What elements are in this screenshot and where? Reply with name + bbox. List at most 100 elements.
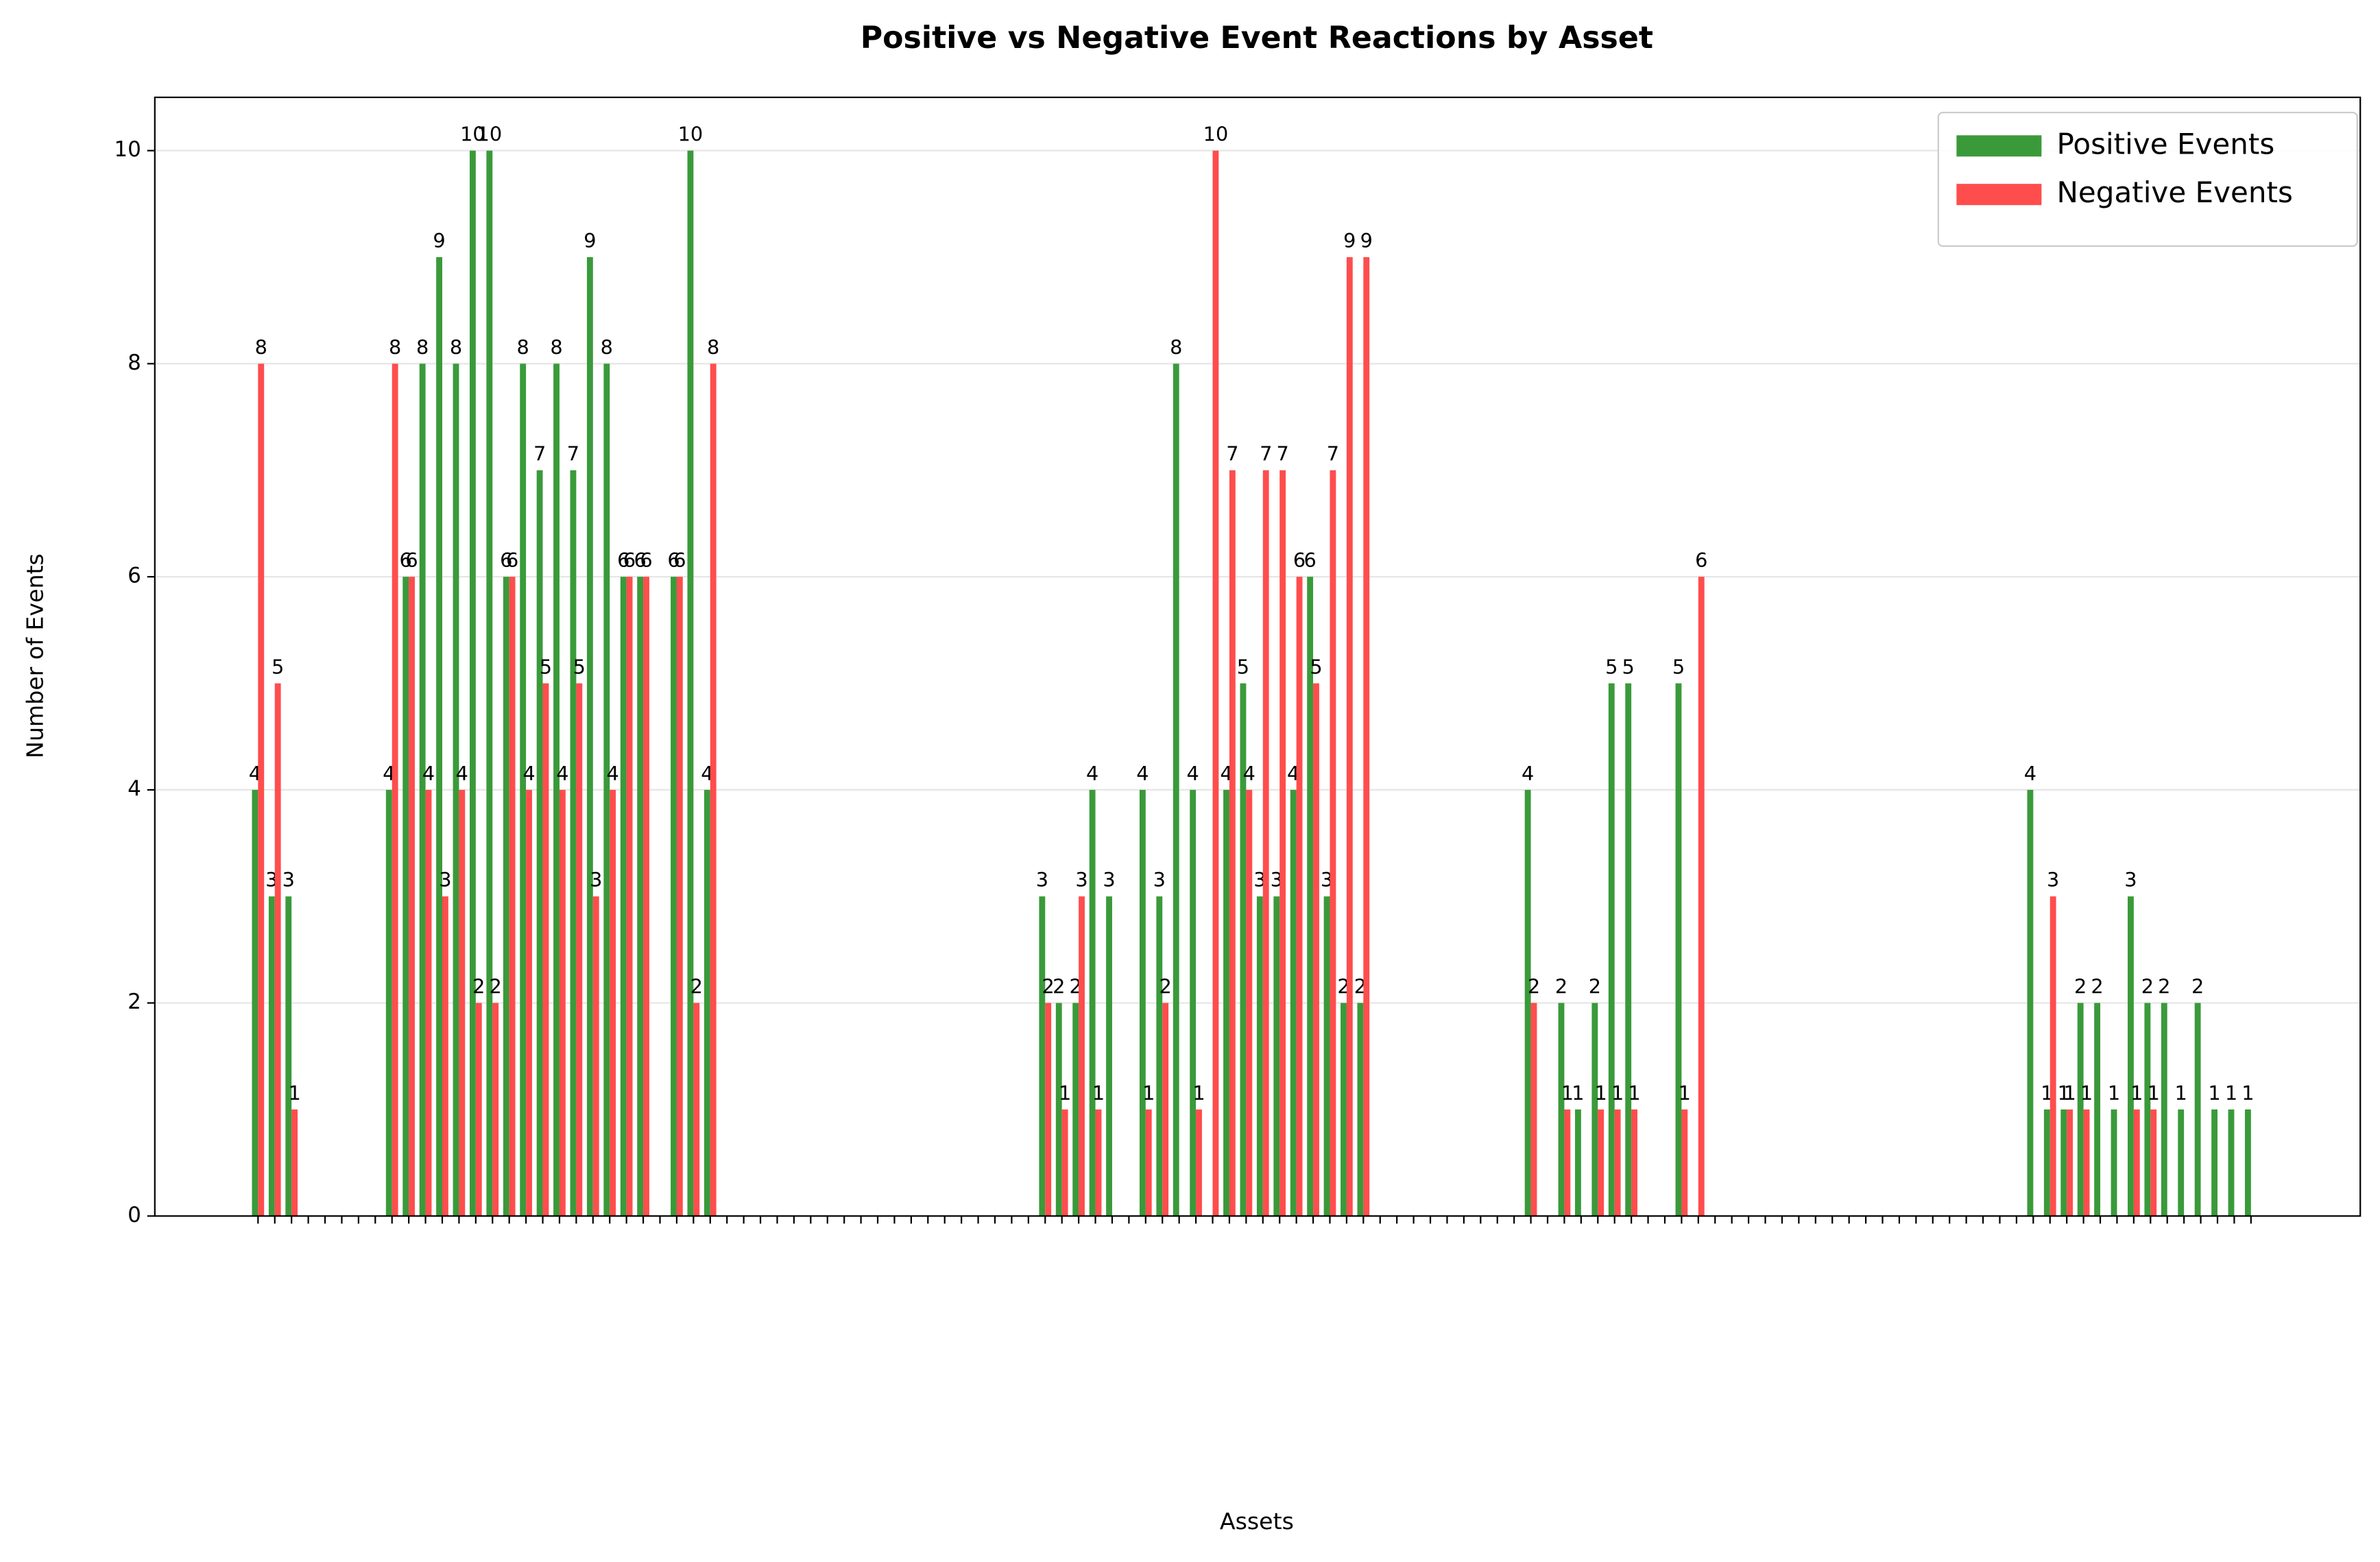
bar: [1323, 896, 1330, 1216]
bar-value-label: 1: [2058, 1081, 2070, 1105]
bar-value-label: 2: [1159, 975, 1172, 998]
bar-value-label: 1: [1611, 1081, 1624, 1105]
bar: [392, 363, 398, 1216]
bar: [1346, 257, 1353, 1216]
bar: [526, 789, 532, 1216]
bar: [291, 1109, 298, 1216]
bar: [1313, 683, 1319, 1216]
bar-value-label: 8: [1170, 335, 1182, 359]
bar: [2111, 1109, 2117, 1216]
bar: [1558, 1002, 1565, 1216]
bar-value-label: 1: [2080, 1081, 2093, 1105]
bar: [1273, 896, 1280, 1216]
bar-value-label: 7: [1276, 442, 1288, 466]
bar: [676, 577, 683, 1216]
bar: [409, 577, 415, 1216]
y-tick-label: 8: [128, 350, 141, 375]
bar-value-label: 1: [1142, 1081, 1155, 1105]
bar: [1363, 257, 1370, 1216]
bar: [453, 363, 459, 1216]
bar: [419, 363, 426, 1216]
bar: [509, 577, 516, 1216]
bar-value-label: 2: [690, 975, 703, 998]
bar-value-label: 1: [1572, 1081, 1584, 1105]
bar-value-label: 6: [673, 549, 686, 572]
bar: [1530, 1002, 1537, 1216]
bar-value-label: 1: [2225, 1081, 2237, 1105]
bar-value-label: 1: [1092, 1081, 1105, 1105]
bar-value-label: 2: [2158, 975, 2170, 998]
bar: [1190, 789, 1197, 1216]
bar-value-label: 3: [283, 868, 295, 891]
y-tick-label: 6: [128, 564, 141, 588]
bar-value-label: 6: [667, 549, 680, 572]
bar: [1106, 896, 1112, 1216]
bar-value-label: 8: [601, 335, 613, 359]
y-tick-label: 4: [128, 776, 141, 801]
bar-value-label: 2: [1589, 975, 1601, 998]
bar: [1256, 896, 1263, 1216]
bar: [402, 577, 409, 1216]
bar-value-label: 3: [2124, 868, 2137, 891]
bar-value-label: 5: [1310, 655, 1322, 678]
bar-value-label: 4: [1136, 762, 1149, 785]
bar-value-label: 9: [1343, 229, 1356, 252]
bar-value-label: 3: [2047, 868, 2059, 891]
bar-value-label: 1: [2148, 1081, 2160, 1105]
plot-frame: [154, 96, 2361, 1217]
bar: [671, 577, 677, 1216]
bar: [475, 1002, 482, 1216]
bar-value-label: 10: [678, 123, 704, 146]
bar-value-label: 5: [540, 655, 552, 678]
bar: [2094, 1002, 2101, 1216]
bar: [520, 363, 527, 1216]
bar: [442, 896, 448, 1216]
bar: [2067, 1109, 2074, 1216]
bar: [1212, 150, 1219, 1216]
bar-value-label: 3: [1153, 868, 1166, 891]
bar: [620, 577, 627, 1216]
bar-value-label: 6: [634, 549, 647, 572]
bar: [704, 789, 710, 1216]
bar: [710, 363, 717, 1216]
bar-value-label: 8: [389, 335, 401, 359]
bar: [1061, 1109, 1068, 1216]
bar-value-label: 8: [450, 335, 462, 359]
bar: [492, 1002, 499, 1216]
bar-value-label: 4: [1086, 762, 1098, 785]
bar-value-label: 8: [550, 335, 562, 359]
bar: [274, 683, 281, 1216]
bar-value-label: 2: [2191, 975, 2204, 998]
bar-value-label: 5: [1672, 655, 1685, 678]
legend-swatch: [1956, 184, 2042, 206]
bar: [2211, 1109, 2217, 1216]
bar-value-label: 7: [1327, 442, 1339, 466]
bar-value-label: 2: [1042, 975, 1055, 998]
bar-value-label: 2: [2141, 975, 2154, 998]
bar-value-label: 4: [1243, 762, 1255, 785]
legend-swatch: [1956, 135, 2042, 157]
bar-value-label: 5: [1622, 655, 1635, 678]
bar-value-label: 8: [255, 335, 267, 359]
bar-value-label: 2: [1555, 975, 1567, 998]
bar-value-label: 3: [439, 868, 451, 891]
bar-value-label: 1: [1059, 1081, 1071, 1105]
bar-value-label: 5: [272, 655, 284, 678]
bar: [2228, 1109, 2235, 1216]
bar-value-label: 4: [422, 762, 435, 785]
bar-value-label: 2: [472, 975, 485, 998]
bar: [2244, 1109, 2251, 1216]
bar: [570, 470, 577, 1216]
bar-value-label: 9: [433, 229, 445, 252]
bar: [1095, 1109, 1102, 1216]
bar: [285, 896, 292, 1216]
bar: [2144, 1002, 2151, 1216]
bar: [687, 150, 694, 1216]
bar-value-label: 6: [1695, 549, 1707, 572]
bar: [2128, 896, 2134, 1216]
bar-value-label: 4: [456, 762, 468, 785]
bar: [1681, 1109, 1688, 1216]
bar-value-label: 1: [1561, 1081, 1574, 1105]
y-tick-label: 10: [114, 137, 141, 162]
bar-value-label: 2: [2074, 975, 2087, 998]
